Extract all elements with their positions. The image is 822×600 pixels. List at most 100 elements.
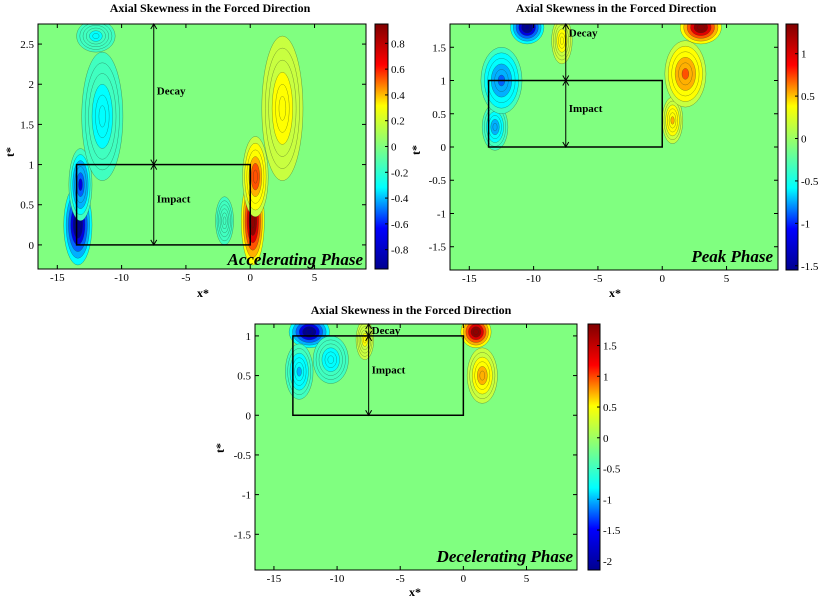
panel-title: Axial Skewness in the Forced Direction xyxy=(516,1,717,15)
x-tick-label: -5 xyxy=(593,273,603,285)
colorbar-tick-label: -1 xyxy=(801,218,810,230)
y-tick-label: -1.5 xyxy=(234,529,252,541)
colorbar-tick-label: 1 xyxy=(801,49,807,61)
y-tick-label: 2.5 xyxy=(20,39,34,51)
contour-level xyxy=(670,116,675,125)
y-tick-label: 0 xyxy=(441,142,447,154)
colorbar-tick-label: -0.5 xyxy=(801,176,819,188)
x-tick-label: -5 xyxy=(396,573,406,585)
x-tick-label: -15 xyxy=(462,273,477,285)
contour-level xyxy=(78,178,83,191)
colorbar-tick-label: 0.5 xyxy=(801,91,815,103)
colorbar xyxy=(785,23,799,271)
decay-arrow-head xyxy=(365,330,373,337)
colorbar-tick-label: -0.6 xyxy=(391,219,409,231)
colorbar-tick-label: 0.8 xyxy=(391,38,405,50)
contour-level xyxy=(479,370,486,381)
contour-level xyxy=(473,329,479,335)
x-tick-label: -5 xyxy=(181,272,191,284)
x-axis-label: x* xyxy=(609,286,621,300)
colorbar-tick-label: 1 xyxy=(603,371,609,383)
contour-level xyxy=(296,366,302,377)
y-tick-label: 0.5 xyxy=(432,109,446,121)
decay-label: Decay xyxy=(372,325,401,337)
colorbar-tick-label: 0.5 xyxy=(603,402,617,414)
x-tick-label: -10 xyxy=(526,273,541,285)
contour-level xyxy=(305,329,313,335)
colorbar-tick-label: 0 xyxy=(391,142,397,154)
y-tick-label: 1 xyxy=(29,160,35,172)
panel-accelerating: Axial Skewness in the Forced Direction x… xyxy=(3,1,409,300)
impact-label: Impact xyxy=(372,365,406,377)
decay-arrow-head xyxy=(562,75,570,82)
panel-peak: Axial Skewness in the Forced Direction x… xyxy=(409,1,819,300)
x-tick-label: -10 xyxy=(114,272,129,284)
y-tick-label: -1 xyxy=(437,208,446,220)
colorbar-tick-label: 0 xyxy=(603,433,609,445)
impact-box xyxy=(75,163,251,246)
y-tick-label: 1.5 xyxy=(432,42,446,54)
contour-level xyxy=(697,24,705,31)
colorbar-tick-label: 0.6 xyxy=(391,64,405,76)
x-tick-label: 5 xyxy=(312,272,318,284)
decay-arrow-head xyxy=(150,159,158,166)
decay-arrow-head xyxy=(150,23,158,30)
plot-frame xyxy=(254,323,578,571)
impact-arrow-head xyxy=(150,239,158,246)
x-tick-label: 0 xyxy=(659,273,665,285)
contour-level xyxy=(559,36,564,45)
colorbar-tick-label: 0 xyxy=(801,134,807,146)
panel-decelerating: Axial Skewness in the Forced Direction x… xyxy=(213,303,621,599)
contour-level xyxy=(98,105,106,128)
colorbar-tick-label: 1.5 xyxy=(603,341,617,353)
y-tick-label: -0.5 xyxy=(429,175,447,187)
y-tick-label: 0 xyxy=(246,410,252,422)
panel-title: Axial Skewness in the Forced Direction xyxy=(311,303,512,317)
x-tick-label: 5 xyxy=(524,573,530,585)
colorbar-tick-label: -1.5 xyxy=(801,261,819,273)
x-tick-label: -15 xyxy=(50,272,65,284)
x-tick-label: 5 xyxy=(724,273,730,285)
impact-arrow-head xyxy=(365,410,373,417)
y-tick-label: 1 xyxy=(441,76,447,88)
impact-label: Impact xyxy=(569,103,603,115)
y-axis-label: t* xyxy=(3,147,17,157)
colorbar-tick-label: -1 xyxy=(603,494,612,506)
x-axis-label: x* xyxy=(409,585,421,599)
decay-arrow-head xyxy=(562,23,570,30)
y-tick-label: -1 xyxy=(242,490,251,502)
colorbar-tick-label: -0.4 xyxy=(391,193,409,205)
colorbar-tick-label: -0.2 xyxy=(391,167,408,179)
contour-level xyxy=(524,24,531,31)
phase-label: Peak Phase xyxy=(690,247,773,266)
colorbar-tick-label: -0.5 xyxy=(603,464,621,476)
x-tick-label: -10 xyxy=(330,573,345,585)
panel-title: Axial Skewness in the Forced Direction xyxy=(110,1,311,15)
x-tick-label: 0 xyxy=(247,272,253,284)
impact-box xyxy=(487,79,663,148)
colorbar-tick-label: -0.8 xyxy=(391,245,409,257)
y-tick-label: 0.5 xyxy=(20,200,34,212)
x-tick-label: 0 xyxy=(461,573,467,585)
decay-label: Decay xyxy=(157,85,186,97)
colorbar-tick-label: -2 xyxy=(603,556,612,568)
contour-level xyxy=(92,33,100,39)
impact-label: Impact xyxy=(157,194,191,206)
contour-field xyxy=(63,24,304,266)
y-tick-label: -1.5 xyxy=(429,242,447,254)
phase-label: Accelerating Phase xyxy=(226,250,363,269)
contour-level xyxy=(222,216,227,226)
y-tick-label: -0.5 xyxy=(234,450,252,462)
x-tick-label: -15 xyxy=(267,573,282,585)
contour-level xyxy=(327,355,334,364)
y-axis-label: t* xyxy=(409,145,423,155)
impact-box xyxy=(292,335,465,417)
y-tick-label: 1 xyxy=(246,331,252,343)
y-tick-label: 2 xyxy=(29,79,35,91)
impact-arrow-head xyxy=(562,141,570,148)
colorbar-tick-label: -1.5 xyxy=(603,525,621,537)
phase-label: Decelerating Phase xyxy=(436,547,574,566)
y-tick-label: 1.5 xyxy=(20,119,34,131)
decay-arrow-head xyxy=(365,323,373,330)
colorbar-tick-label: 0.4 xyxy=(391,90,405,102)
